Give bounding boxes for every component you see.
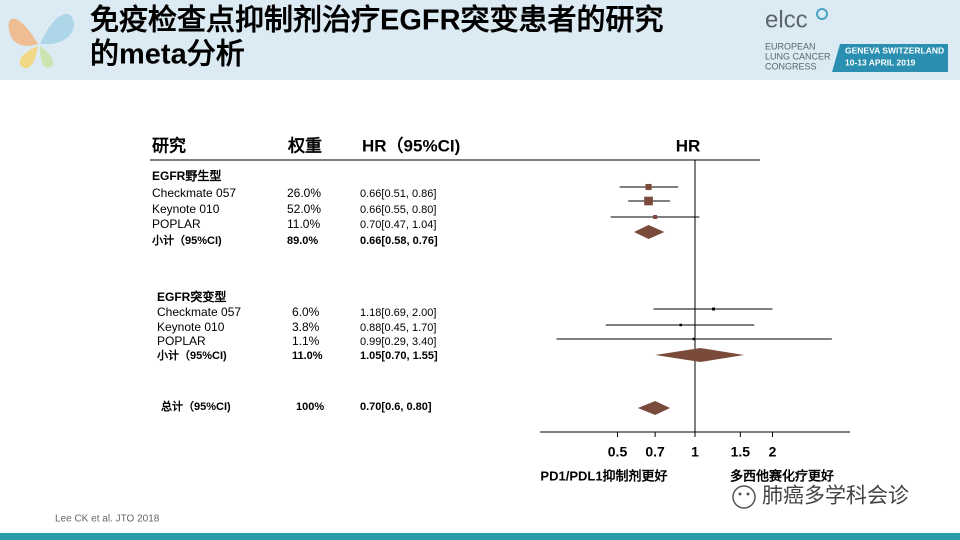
study-marker — [712, 307, 715, 311]
study-marker — [653, 215, 658, 219]
column-header: 权重 — [287, 135, 322, 155]
x-tick-label: 0.5 — [608, 444, 628, 460]
header-band — [0, 0, 960, 80]
weight: 52.0% — [287, 202, 321, 216]
ci-text: 1.05[0.70, 1.55] — [360, 350, 438, 362]
watermark-icon — [732, 485, 756, 509]
ci-text: 0.88[0.45, 1.70] — [360, 322, 436, 334]
forest-plot: 研究 权重 HR（95%CI) HR 0.5 0.7 1 1.5 2 PD1/PDL1抑制剂更好 多… — [150, 135, 850, 483]
plot-title: HR — [676, 136, 701, 155]
study-name: 总计（95%CI) — [161, 399, 231, 413]
axis-label-right: 多西他赛化疗更好 — [730, 468, 834, 483]
weight: 100% — [296, 401, 324, 413]
weight: 11.0% — [292, 350, 323, 362]
weight: 1.1% — [292, 334, 320, 348]
study-marker — [692, 337, 696, 341]
title: 的meta分析 — [90, 37, 245, 71]
weight: 6.0% — [292, 305, 320, 319]
x-tick-label: 0.7 — [645, 444, 665, 460]
butterfly — [8, 13, 74, 69]
study-marker — [679, 323, 682, 327]
axis-label-left: PD1/PDL1抑制剂更好 — [540, 468, 667, 483]
study-name: POPLAR — [157, 334, 206, 348]
summary-diamond — [655, 348, 745, 362]
study-marker — [645, 183, 652, 191]
study-marker — [644, 196, 653, 206]
logo-dates: 10-13 APRIL 2019 — [845, 57, 916, 67]
logo-text: LUNG CANCER — [765, 51, 831, 61]
logo: elcc EUROPEAN LUNG CANCER CONGRESS GENEV… — [765, 6, 948, 72]
study-name: 小计（95%CI) — [156, 348, 227, 362]
study-name: Keynote 010 — [152, 202, 220, 216]
x-tick-label: 2 — [769, 444, 777, 460]
footer-bar — [0, 533, 960, 540]
x-tick-label: 1 — [691, 444, 699, 460]
ci-text: 0.70[0.6, 0.80] — [360, 401, 432, 413]
weight: 26.0% — [287, 186, 321, 200]
ci-text: 0.70[0.47, 1.04] — [360, 219, 436, 231]
study-name: 小计（95%CI) — [151, 233, 222, 247]
summary-diamond — [634, 225, 665, 239]
title: 免疫检查点抑制剂治疗EGFR突变患者的研究 — [90, 3, 664, 37]
column-header: HR（95%CI) — [362, 135, 460, 155]
group-name: EGFR野生型 — [152, 168, 221, 183]
ci-text: 0.66[0.58, 0.76] — [360, 235, 438, 247]
logo-name: elcc — [765, 6, 808, 33]
logo-place: GENEVA SWITZERLAND — [845, 45, 944, 55]
source: Lee CK et al. JTO 2018 — [55, 514, 160, 525]
weight: 11.0% — [287, 217, 320, 231]
study-name: Keynote 010 — [157, 320, 225, 334]
ci-text: 0.99[0.29, 3.40] — [360, 336, 436, 348]
study-name: Checkmate 057 — [152, 186, 236, 200]
x-tick-label: 1.5 — [731, 444, 751, 460]
summary-diamond — [637, 401, 671, 415]
weight: 3.8% — [292, 320, 320, 334]
weight: 89.0% — [287, 235, 318, 247]
study-name: POPLAR — [152, 217, 201, 231]
ci-text: 0.66[0.55, 0.80] — [360, 204, 436, 216]
group-name: EGFR突变型 — [157, 289, 226, 304]
ci-text: 1.18[0.69, 2.00] — [360, 307, 436, 319]
study-name: Checkmate 057 — [157, 305, 241, 319]
logo-text: EUROPEAN — [765, 41, 816, 51]
logo-text: CONGRESS — [765, 61, 817, 71]
watermark: 肺癌多学科会诊 — [762, 485, 909, 508]
ci-text: 0.66[0.51, 0.86] — [360, 188, 436, 200]
column-header: 研究 — [152, 135, 186, 155]
